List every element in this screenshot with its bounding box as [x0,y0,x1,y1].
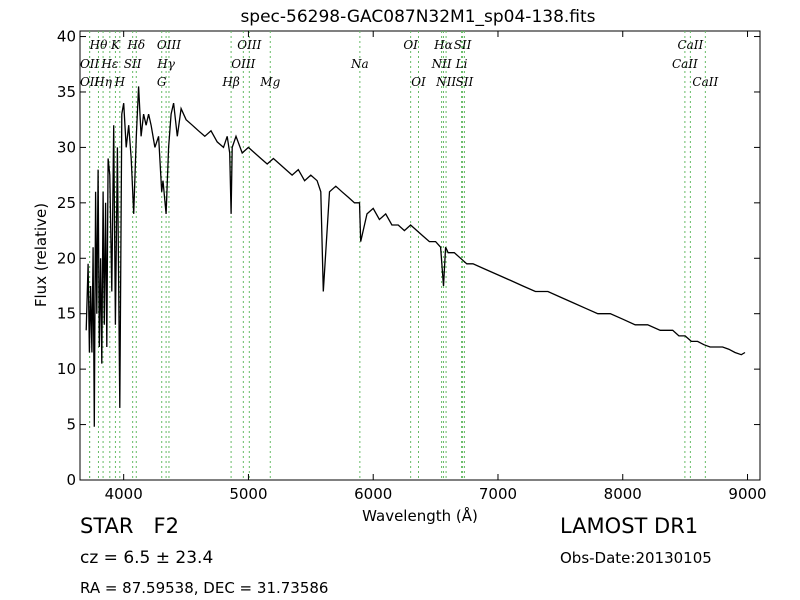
x-tick-label: 6000 [354,485,392,503]
line-label: Hα [433,38,453,52]
line-label: Hδ [126,38,145,52]
x-tick-label: 7000 [479,485,517,503]
object-subclass: F2 [153,514,179,538]
y-axis: 0 5 10 15 20 25 30 35 40 [57,28,760,489]
line-label: Hγ [156,57,175,71]
line-label: NII [435,75,456,89]
redshift-text: cz = 6.5 ± 23.4 [80,548,214,568]
chart-title: spec-56298-GAC087N32M1_sp04-138.fits [240,7,595,27]
y-tick-label: 15 [57,305,76,323]
y-tick-label: 5 [66,416,76,434]
y-axis-label: Flux (relative) [32,203,50,307]
x-tick-label: 8000 [604,485,642,503]
line-label: CaII [672,57,698,71]
line-label: Hη [93,75,112,89]
line-label: OII [80,75,100,89]
y-tick-label: 30 [57,138,76,156]
x-axis: 4000 5000 6000 7000 8000 9000 [105,31,767,503]
y-tick-label: 25 [57,194,76,212]
x-tick-label: 9000 [728,485,766,503]
line-label: OIII [157,38,181,52]
line-label: OII [80,57,100,71]
x-tick-label: 5000 [229,485,267,503]
observation-date: Obs-Date:20130105 [560,549,712,567]
line-label: SII [454,38,472,52]
y-tick-label: 35 [57,83,76,101]
spectral-line-markers [89,31,706,480]
line-label: Mg [259,75,280,89]
line-label: SII [456,75,474,89]
line-label: Na [350,57,369,71]
coordinates-text: RA = 87.59538, DEC = 31.73586 [80,579,329,597]
y-tick-label: 40 [57,28,76,46]
line-label: Hθ [89,38,108,52]
line-label: CaII [677,38,703,52]
x-tick-label: 4000 [105,485,143,503]
line-label: SII [124,57,142,71]
line-label: OIII [237,38,261,52]
plot-frame [79,30,761,481]
y-tick-label: 20 [57,249,76,267]
line-label: K [110,38,121,52]
object-class-line: STAR F2 [80,514,179,538]
line-label: OIII [231,57,255,71]
line-label: Hβ [221,75,239,89]
spectrum-line [85,86,746,427]
line-label: H [114,75,126,89]
line-label: CaII [692,75,718,89]
line-label: NII [431,57,452,71]
y-tick-label: 0 [66,471,76,489]
survey-name: LAMOST DR1 [560,514,699,538]
line-label: OI [411,75,426,89]
object-class: STAR [80,514,134,538]
y-tick-label: 10 [57,360,76,378]
x-axis-label: Wavelength (Å) [362,506,478,525]
line-label: Li [455,57,468,71]
line-label: Hε [100,57,118,71]
line-label: G [157,75,167,89]
line-label: OI [403,38,418,52]
